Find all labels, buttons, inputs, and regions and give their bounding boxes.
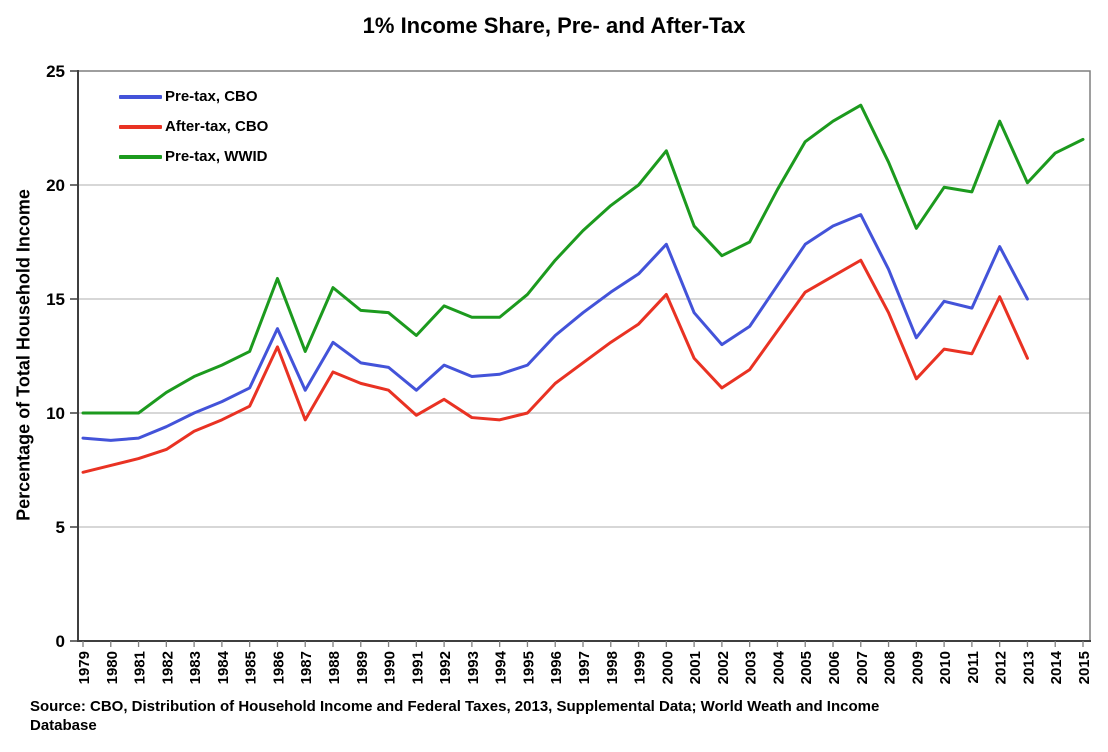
x-tick-label: 2009 <box>909 651 926 684</box>
series-line-after-tax-cbo <box>81 258 1029 474</box>
x-tick-label: 1981 <box>132 651 149 684</box>
x-tick-label: 1993 <box>465 651 482 684</box>
x-tick-label: 1991 <box>409 651 426 684</box>
x-tick-label: 2007 <box>854 651 871 684</box>
chart-title: 1% Income Share, Pre- and After-Tax <box>362 13 746 38</box>
source-note: Source: CBO, Distribution of Household I… <box>30 697 879 735</box>
y-tick-label: 10 <box>46 404 65 423</box>
y-tick-label: 5 <box>56 518 65 537</box>
x-tick-label: 2008 <box>882 651 899 684</box>
x-tick-label: 2012 <box>993 651 1010 684</box>
x-tick-label: 1994 <box>493 650 510 684</box>
x-tick-label: 1983 <box>187 651 204 684</box>
x-tick-label: 1992 <box>437 651 454 684</box>
x-tick-label: 1999 <box>632 651 649 684</box>
legend-line-swatch <box>119 154 162 159</box>
x-tick-label: 1982 <box>159 651 176 684</box>
x-tick-label: 2013 <box>1020 651 1037 684</box>
x-tick-label: 1985 <box>243 651 260 684</box>
legend: Pre-tax, CBO After-tax, CBO Pre-tax, WWID <box>119 88 268 165</box>
legend-label: Pre-tax, WWID <box>165 148 268 165</box>
x-tick-label: 2003 <box>743 651 760 684</box>
source-note-line1: Source: CBO, Distribution of Household I… <box>30 698 880 715</box>
x-tick-label: 2015 <box>1076 651 1093 684</box>
x-tick-label: 1979 <box>76 651 93 684</box>
legend-line-swatch <box>119 94 162 99</box>
x-tick-label: 2006 <box>826 651 843 684</box>
x-tick-label: 1980 <box>104 651 121 684</box>
x-tick-label: 2001 <box>687 651 704 684</box>
x-tick-label: 1997 <box>576 651 593 684</box>
x-tick-label: 2011 <box>965 651 982 684</box>
x-tick-label: 2010 <box>937 651 954 684</box>
series-line-pre-tax-cbo <box>81 213 1029 442</box>
x-tick-label: 1984 <box>215 650 232 684</box>
x-tick-label: 1990 <box>382 651 399 684</box>
x-tick-label: 1995 <box>520 651 537 684</box>
x-tick-label: 1986 <box>270 651 287 684</box>
x-tick-label: 1989 <box>354 651 371 684</box>
y-tick-label: 0 <box>56 632 65 651</box>
legend-item-after-tax-cbo: After-tax, CBO <box>119 118 268 135</box>
legend-label: Pre-tax, CBO <box>165 88 258 105</box>
x-tick-label: 2002 <box>715 651 732 684</box>
y-tick-label: 15 <box>46 290 65 309</box>
source-note-line2: Database <box>30 717 97 734</box>
series-line-pre-tax-wwid <box>81 103 1085 415</box>
y-tick-label: 25 <box>46 62 65 81</box>
x-tick-label: 2000 <box>659 651 676 684</box>
y-tick-label: 20 <box>46 176 65 195</box>
legend-label: After-tax, CBO <box>165 118 269 135</box>
x-tick-label: 1988 <box>326 651 343 684</box>
x-tick-label: 2005 <box>798 651 815 684</box>
x-tick-label: 1998 <box>604 651 621 684</box>
x-tick-label: 1996 <box>548 651 565 684</box>
legend-item-pre-tax-wwid: Pre-tax, WWID <box>119 148 268 165</box>
x-tick-label: 1987 <box>298 651 315 684</box>
x-tick-label: 2014 <box>1048 650 1065 684</box>
legend-item-pre-tax-cbo: Pre-tax, CBO <box>119 88 268 105</box>
x-tick-label: 2004 <box>770 650 787 684</box>
legend-line-swatch <box>119 124 162 129</box>
